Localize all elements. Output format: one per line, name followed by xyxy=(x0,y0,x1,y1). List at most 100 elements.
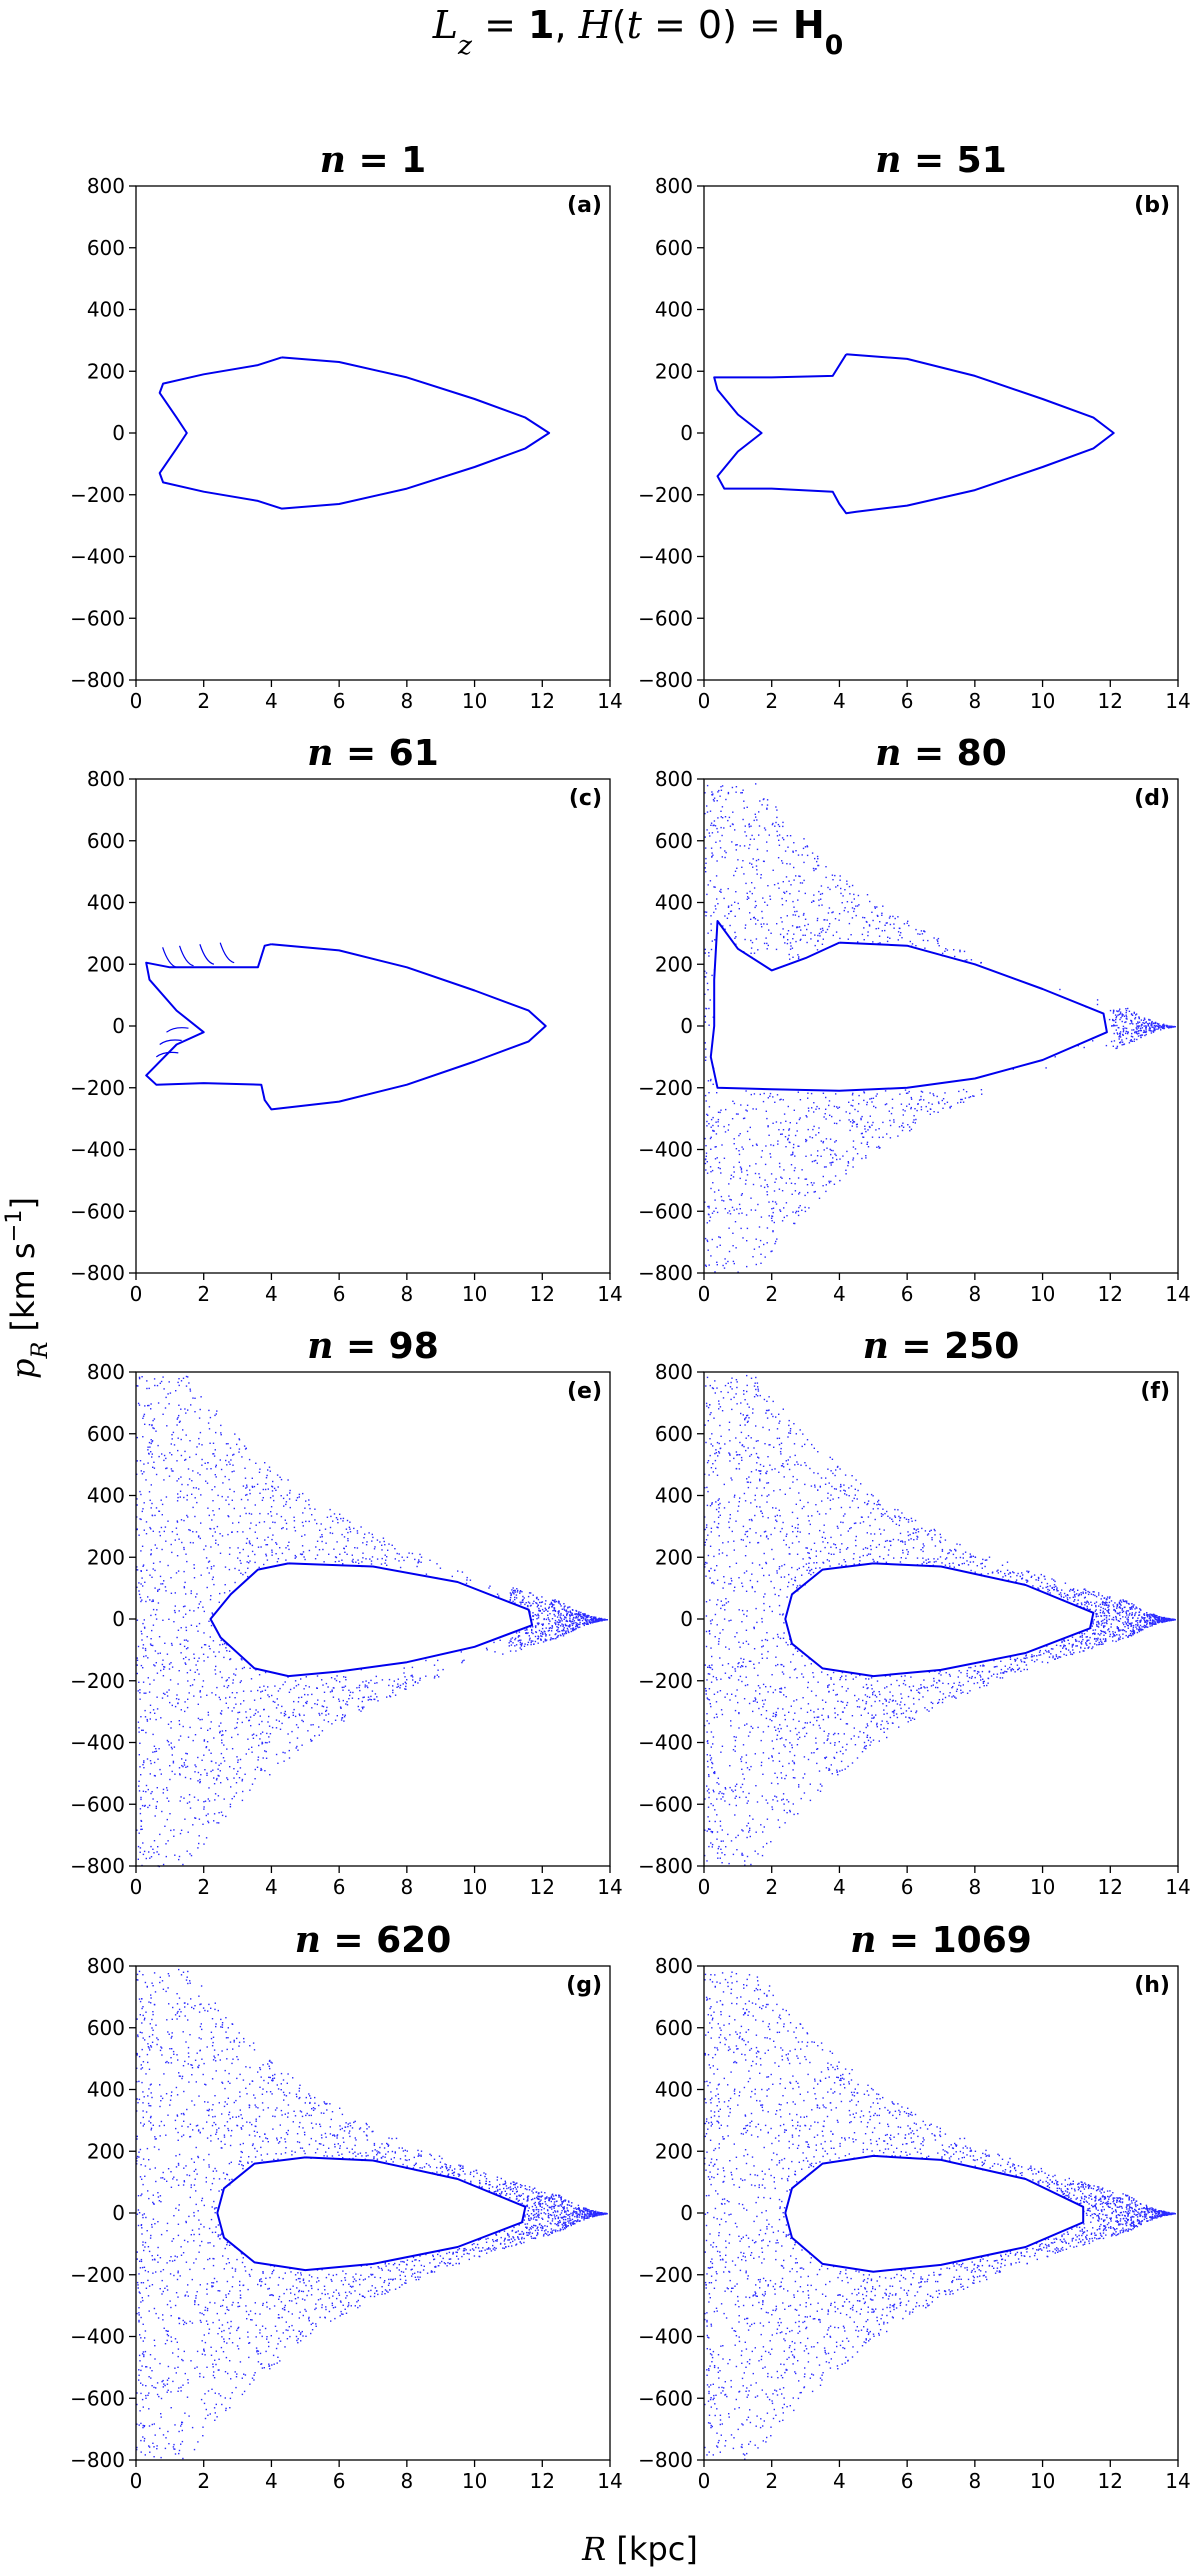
data-point xyxy=(705,857,707,860)
data-point xyxy=(281,1705,283,1708)
data-point xyxy=(714,825,717,827)
data-point xyxy=(891,1098,894,1100)
data-point xyxy=(1136,1607,1138,1609)
data-point xyxy=(808,1566,810,1569)
data-point xyxy=(302,1492,304,1495)
data-point xyxy=(321,1712,323,1715)
y-tick-label: 200 xyxy=(87,952,125,976)
data-point xyxy=(551,1638,554,1640)
data-point xyxy=(561,1620,563,1622)
data-point xyxy=(561,1629,563,1632)
data-point xyxy=(581,1619,584,1622)
data-point xyxy=(1122,1028,1124,1030)
data-point xyxy=(716,1264,718,1266)
data-point xyxy=(716,1526,718,1528)
data-point xyxy=(1124,1027,1126,1029)
data-point xyxy=(734,931,736,934)
panel-letter: (a) xyxy=(567,193,602,218)
data-point xyxy=(721,817,724,819)
data-point xyxy=(597,1620,599,1622)
data-point xyxy=(156,1547,158,1549)
data-point xyxy=(796,1122,798,1124)
data-point xyxy=(208,1749,210,1751)
data-point xyxy=(418,1559,420,1561)
data-point xyxy=(783,1576,786,1578)
data-point xyxy=(852,1122,854,1124)
data-point xyxy=(960,1098,962,1101)
data-point xyxy=(1117,1010,1119,1013)
data-point xyxy=(892,915,894,918)
data-point xyxy=(839,937,841,940)
data-point xyxy=(720,1109,722,1111)
data-point xyxy=(731,786,734,789)
data-point xyxy=(170,1642,173,1645)
data-point xyxy=(802,914,805,916)
data-point xyxy=(518,1631,521,1633)
data-point xyxy=(748,823,750,825)
data-point xyxy=(909,1130,911,1132)
data-point xyxy=(187,1640,189,1642)
data-point xyxy=(212,1769,214,1771)
data-point xyxy=(221,1676,223,1679)
data-point xyxy=(753,838,755,840)
data-point xyxy=(706,1240,709,1243)
data-point xyxy=(370,1563,373,1565)
data-point xyxy=(782,1765,784,1767)
data-point xyxy=(799,1117,801,1119)
data-point xyxy=(721,1144,723,1146)
data-point xyxy=(717,903,719,905)
data-point xyxy=(523,1597,525,1599)
data-point xyxy=(880,1533,882,1535)
data-point xyxy=(562,1628,565,1631)
data-point xyxy=(947,1683,950,1685)
data-point xyxy=(162,1583,164,1585)
data-point xyxy=(774,1181,776,1183)
data-point xyxy=(987,1682,989,1684)
data-point xyxy=(233,1490,235,1493)
data-point xyxy=(180,1709,182,1711)
data-point xyxy=(778,1595,780,1597)
data-point xyxy=(817,1451,819,1453)
data-point xyxy=(713,1772,715,1774)
data-point xyxy=(162,1863,165,1866)
data-point xyxy=(143,1692,145,1694)
data-point xyxy=(239,1767,242,1769)
data-point xyxy=(786,933,789,935)
data-point xyxy=(819,1567,821,1569)
data-point xyxy=(750,1518,753,1521)
data-point xyxy=(194,1397,196,1399)
data-point xyxy=(579,1614,581,1617)
data-point xyxy=(1125,1631,1127,1633)
data-point xyxy=(711,1502,713,1504)
data-point xyxy=(343,1720,345,1722)
data-point xyxy=(757,949,759,951)
data-point xyxy=(149,1643,152,1645)
data-point xyxy=(207,1711,209,1714)
data-point xyxy=(783,1216,785,1219)
x-tick-label: 14 xyxy=(597,1282,622,1306)
data-point xyxy=(865,920,868,923)
data-point xyxy=(862,1521,865,1523)
data-point xyxy=(725,1262,727,1265)
data-point xyxy=(734,1695,737,1697)
data-point xyxy=(727,1129,729,1131)
data-point xyxy=(917,1531,920,1533)
data-point xyxy=(823,1531,825,1534)
x-tick-label: 8 xyxy=(968,1282,981,1306)
data-point xyxy=(556,1621,558,1623)
data-point xyxy=(178,1720,180,1722)
data-point xyxy=(598,1618,600,1621)
data-point xyxy=(733,1102,736,1105)
data-point xyxy=(531,1628,533,1631)
data-point xyxy=(1135,1030,1137,1033)
data-point xyxy=(187,1468,190,1470)
data-point xyxy=(163,1479,165,1481)
data-point xyxy=(748,826,751,828)
data-point xyxy=(525,1602,527,1604)
data-point xyxy=(213,1527,215,1530)
data-point xyxy=(705,1693,707,1695)
data-point xyxy=(729,825,732,827)
data-point xyxy=(434,1675,436,1678)
data-point xyxy=(907,1721,909,1723)
data-point xyxy=(1023,1657,1025,1659)
